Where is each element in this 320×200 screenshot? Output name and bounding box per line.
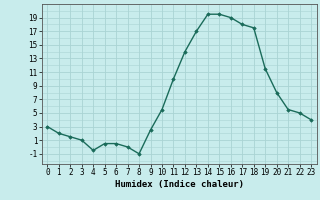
X-axis label: Humidex (Indice chaleur): Humidex (Indice chaleur) xyxy=(115,180,244,189)
